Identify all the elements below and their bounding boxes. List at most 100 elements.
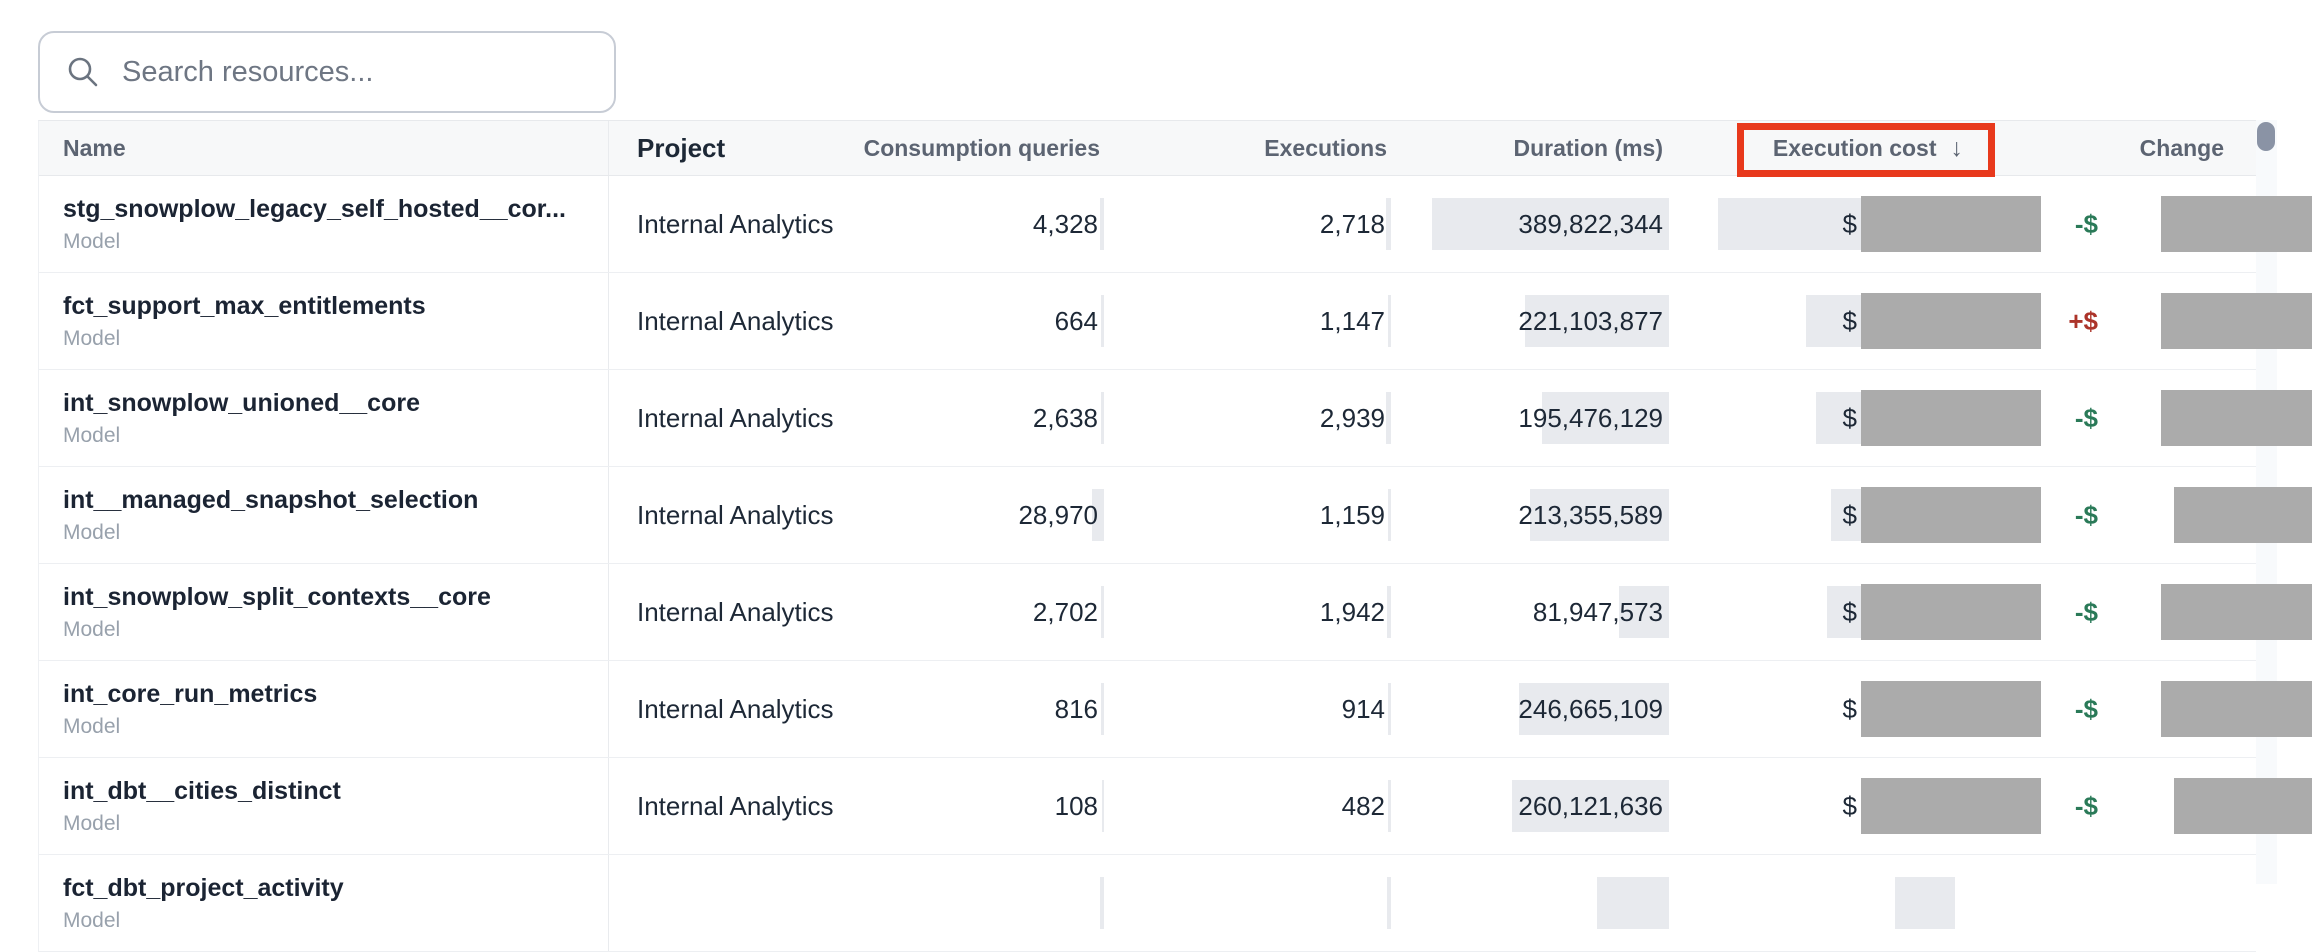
cost-redaction-overlay [1861,390,2041,446]
change-cell: +$ [2041,273,2312,369]
table-row[interactable]: int_dbt__cities_distinct Model Internal … [39,758,2312,855]
resource-type-label: Model [63,811,121,835]
queries-value-bar [1092,489,1104,541]
duration-cell: 260,121,636 [1391,758,1669,854]
resource-type-label: Model [63,617,121,641]
executions-value-bar [1388,683,1391,735]
duration-value-bar [1512,780,1669,832]
resource-type-label: Model [63,423,121,447]
change-redaction-overlay [2161,196,2312,252]
change-sign: -$ [2074,790,2098,821]
resource-type-label: Model [63,229,121,253]
resource-name-link[interactable]: fct_dbt_project_activity [63,873,344,902]
cost-redaction-overlay [1861,293,2041,349]
resources-table: Name Project Consumption queries Executi… [38,120,2312,952]
resource-name-link[interactable]: int_snowplow_unioned__core [63,388,420,417]
consumption-queries-cell: 2,638 [851,370,1104,466]
change-redaction-overlay [2174,487,2312,543]
cost-currency-prefix: $ [1842,596,1857,627]
column-header-duration[interactable]: Duration (ms) [1513,134,1664,161]
execution-cost-cell: $ [1669,467,2041,563]
duration-cell: 246,665,109 [1391,661,1669,757]
queries-value-bar [1102,780,1104,832]
column-header-name[interactable]: Name [39,121,609,175]
change-sign: -$ [2074,693,2098,724]
execution-cost-cell: $ [1669,564,2041,660]
column-header-execution-cost[interactable]: Execution cost ↓ [1669,121,2041,175]
execution-cost-cell: $ [1669,273,2041,369]
change-sign: -$ [2074,208,2098,239]
search-icon [68,57,98,87]
change-redaction-overlay [2161,390,2312,446]
column-header-consumption-queries[interactable]: Consumption queries [863,134,1100,161]
resource-name-link[interactable]: int_dbt__cities_distinct [63,776,341,805]
cost-currency-prefix: $ [1842,402,1857,433]
cost-currency-prefix: $ [1842,693,1857,724]
project-cell: Internal Analytics [637,596,834,627]
consumption-queries-cell [851,855,1104,951]
consumption-queries-cell: 816 [851,661,1104,757]
table-header-row: Name Project Consumption queries Executi… [39,121,2256,176]
executions-value-bar [1387,586,1391,638]
change-cell: -$ [2041,564,2312,660]
queries-value-bar [1101,392,1104,444]
consumption-queries-cell: 28,970 [851,467,1104,563]
change-cell: -$ [2041,467,2312,563]
executions-cell [1104,855,1391,951]
resource-name-link[interactable]: int__managed_snapshot_selection [63,485,479,514]
cost-currency-prefix: $ [1842,499,1857,530]
queries-value-bar [1101,295,1104,347]
resource-name-link[interactable]: int_core_run_metrics [63,679,318,708]
duration-cell: 221,103,877 [1391,273,1669,369]
table-body: stg_snowplow_legacy_self_hosted__cor... … [39,176,2312,952]
change-redaction-overlay [2161,584,2312,640]
duration-cell: 81,947,573 [1391,564,1669,660]
search-input[interactable] [120,41,588,103]
change-cell: -$ [2041,176,2312,272]
project-cell: Internal Analytics [637,790,834,821]
resource-type-label: Model [63,714,121,738]
duration-value-bar [1432,198,1669,250]
queries-value-bar [1100,198,1104,250]
consumption-queries-cell: 664 [851,273,1104,369]
search-box[interactable] [38,31,616,113]
change-cell [2041,855,2256,951]
table-row[interactable]: int__managed_snapshot_selection Model In… [39,467,2312,564]
table-row[interactable]: stg_snowplow_legacy_self_hosted__cor... … [39,176,2312,273]
column-header-execution-cost-label: Execution cost [1772,134,1937,161]
change-redaction-overlay [2161,681,2312,737]
executions-value-bar [1386,198,1391,250]
execution-cost-cell [1669,855,2041,951]
resource-name-link[interactable]: fct_support_max_entitlements [63,291,426,320]
resource-name-link[interactable]: int_snowplow_split_contexts__core [63,582,491,611]
scrollbar-thumb[interactable] [2257,122,2275,151]
cost-redaction-overlay [1861,584,2041,640]
cost-value-bar [1895,877,1955,929]
column-header-change[interactable]: Change [2139,134,2224,161]
change-cell: -$ [2041,758,2312,854]
project-cell: Internal Analytics [637,208,834,239]
duration-value-bar [1597,877,1669,929]
executions-value-bar [1388,780,1391,832]
duration-value-bar [1519,683,1669,735]
queries-value-bar [1101,683,1104,735]
column-header-project[interactable]: Project [637,132,726,163]
table-row[interactable]: fct_support_max_entitlements Model Inter… [39,273,2312,370]
consumption-queries-cell: 108 [851,758,1104,854]
duration-cell: 389,822,344 [1391,176,1669,272]
resource-type-label: Model [63,520,121,544]
change-cell: -$ [2041,370,2312,466]
cost-currency-prefix: $ [1842,208,1857,239]
table-row[interactable]: int_snowplow_unioned__core Model Interna… [39,370,2312,467]
consumption-queries-cell: 2,702 [851,564,1104,660]
table-row[interactable]: int_snowplow_split_contexts__core Model … [39,564,2312,661]
duration-value-bar [1530,489,1669,541]
executions-cell: 2,718 [1104,176,1391,272]
queries-value-bar [1100,877,1104,929]
resource-name-link[interactable]: stg_snowplow_legacy_self_hosted__cor... [63,194,566,223]
resource-type-label: Model [63,908,121,932]
table-row[interactable]: int_core_run_metrics Model Internal Anal… [39,661,2312,758]
cost-redaction-overlay [1861,681,2041,737]
table-row[interactable]: fct_dbt_project_activity Model [39,855,2256,952]
column-header-executions[interactable]: Executions [1264,134,1387,161]
